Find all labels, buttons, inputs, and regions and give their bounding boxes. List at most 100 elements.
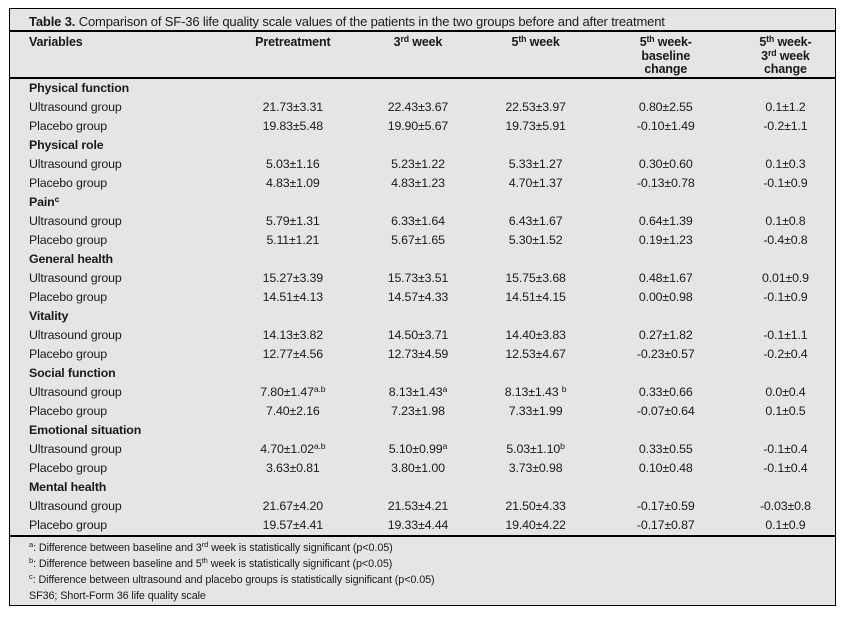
column-header-line: baseline: [641, 48, 691, 63]
value-cell: 0.1±0.9: [735, 515, 835, 537]
data-row: Placebo group 12.77±4.56 12.73±4.59 12.53±4…: [10, 345, 835, 364]
row-label: Ultrasound group: [29, 327, 122, 342]
value-cell: 0.33±0.66: [638, 384, 693, 399]
value-cell: 14.40±3.83: [505, 327, 566, 342]
sf36-comparison-table: Variables Pretreatment 3rd week 5th week 5th…: [10, 32, 835, 537]
value-cell: 6.33±1.64: [391, 213, 445, 228]
value-cell: 5.23±1.22: [391, 156, 445, 171]
value-cell: 0.80±2.55: [638, 99, 693, 114]
value-cell: 6.43±1.67: [508, 213, 563, 228]
value-cell: 0.0±0.4: [765, 384, 806, 399]
row-label: Ultrasound group: [29, 441, 122, 456]
data-row: Ultrasound group 21.67±4.20 21.53±4.21 21.5…: [10, 497, 835, 516]
value-cell: 0.19±1.23: [638, 232, 693, 247]
value-cell: 4.83±1.23: [391, 175, 445, 190]
table-title: Table 3. Comparison of SF-36 life qualit…: [10, 9, 835, 32]
value-cell: 0.00±0.98: [638, 289, 693, 304]
value-cell: -0.1±1.1: [763, 327, 808, 342]
data-row: Ultrasound group 7.80±1.47a.b 8.13±1.43a 8.…: [10, 383, 835, 402]
value-cell: 19.90±5.67: [387, 118, 449, 133]
value-cell: 8.13±1.43a: [388, 383, 448, 399]
value-cell: -0.1±0.4: [763, 460, 808, 475]
value-cell: 22.43±3.67: [387, 99, 449, 114]
data-row: Ultrasound group 21.73±3.31 22.43±3.67 22.5…: [10, 98, 835, 117]
column-header: Pretreatment: [225, 32, 361, 79]
row-label: Placebo group: [29, 346, 107, 361]
column-header: 5th week- 3rd week change: [735, 32, 835, 79]
value-cell: 15.75±3.68: [505, 270, 566, 285]
value-cell: 0.1±0.3: [765, 156, 806, 171]
value-cell: 5.03±1.10b: [506, 440, 565, 456]
column-header: 3rd week: [360, 32, 476, 79]
section-row: Social function: [10, 364, 835, 383]
value-cell: 12.53±4.67: [505, 346, 566, 361]
data-row: Placebo group 19.83±5.48 19.90±5.67 19.73±5…: [10, 117, 835, 136]
value-cell: 8.13±1.43 b: [504, 383, 567, 399]
value-cell: 0.30±0.60: [638, 156, 693, 171]
value-cell: 5.79±1.31: [265, 213, 320, 228]
value-cell: 4.83±1.09: [265, 175, 320, 190]
value-cell: 19.73±5.91: [505, 118, 566, 133]
section-label: Emotional situation: [29, 422, 142, 437]
footnote-line: a: Difference between baseline and 3rd w…: [29, 540, 393, 554]
row-label: Ultrasound group: [29, 270, 122, 285]
value-cell: 21.73±3.31: [262, 99, 324, 114]
column-header-line: change: [644, 62, 688, 76]
section-row: Vitality: [10, 307, 835, 326]
value-cell: -0.1±0.9: [763, 175, 808, 190]
footnote-line: b: Difference between baseline and 5th w…: [29, 556, 393, 570]
section-label: Physical role: [29, 137, 104, 152]
value-cell: 14.13±3.82: [262, 327, 324, 342]
data-row: Placebo group 5.11±1.21 5.67±1.65 5.30±1.52…: [10, 231, 835, 250]
data-row: Ultrasound group 15.27±3.39 15.73±3.51 15.7…: [10, 269, 835, 288]
data-row: Placebo group 7.40±2.16 7.23±1.98 7.33±1.99…: [10, 402, 835, 421]
value-cell: 5.11±1.21: [266, 232, 320, 247]
value-cell: 5.03±1.16: [265, 156, 320, 171]
data-row: Ultrasound group 14.13±3.82 14.50±3.71 14.4…: [10, 326, 835, 345]
section-label: Vitality: [29, 308, 69, 323]
section-row: Emotional situation: [10, 421, 835, 440]
row-label: Placebo group: [29, 289, 107, 304]
value-cell: 5.67±1.65: [391, 232, 445, 247]
value-cell: -0.23±0.57: [636, 346, 695, 361]
value-cell: -0.17±0.59: [636, 498, 695, 513]
value-cell: 15.73±3.51: [387, 270, 449, 285]
value-cell: 5.33±1.27: [508, 156, 563, 171]
value-cell: 7.33±1.99: [508, 403, 563, 418]
table-header: Variables Pretreatment 3rd week 5th week 5th…: [10, 32, 835, 79]
value-cell: 14.51±4.15: [505, 289, 566, 304]
column-header-line: Variables: [29, 35, 83, 49]
value-cell: 0.48±1.67: [638, 270, 693, 285]
value-cell: 3.80±1.00: [391, 460, 445, 475]
value-cell: 21.53±4.21: [387, 498, 449, 513]
value-cell: 7.40±2.16: [265, 403, 320, 418]
row-label: Ultrasound group: [29, 213, 122, 228]
section-label: Mental health: [29, 479, 107, 494]
value-cell: -0.03±0.8: [759, 498, 811, 513]
header-row: Variables Pretreatment 3rd week 5th week 5th…: [10, 32, 835, 79]
table3-frame: Table 3. Comparison of SF-36 life qualit…: [9, 8, 836, 606]
section-label: Painc: [29, 193, 60, 209]
section-row: Painc: [10, 193, 835, 212]
column-header-line: 3rd week: [761, 47, 810, 63]
column-header-line: Pretreatment: [255, 35, 331, 49]
value-cell: 5.10±0.99a: [388, 440, 448, 456]
value-cell: -0.10±1.49: [636, 118, 695, 133]
value-cell: -0.17±0.87: [595, 515, 736, 537]
column-header-line: 5th week: [511, 34, 560, 49]
value-cell: 19.33±4.44: [360, 515, 476, 537]
data-row: Placebo group 4.83±1.09 4.83±1.23 4.70±1.37…: [10, 174, 835, 193]
value-cell: 5.30±1.52: [508, 232, 563, 247]
value-cell: 0.1±1.2: [765, 99, 806, 114]
value-cell: -0.07±0.64: [636, 403, 695, 418]
section-row: Physical function: [10, 78, 835, 98]
data-row: Ultrasound group 5.03±1.16 5.23±1.22 5.33±1…: [10, 155, 835, 174]
value-cell: 19.83±5.48: [262, 118, 324, 133]
value-cell: -0.1±0.4: [763, 441, 808, 456]
column-header-line: 3rd week: [393, 34, 443, 49]
value-cell: 0.1±0.8: [765, 213, 806, 228]
table-caption: Comparison of SF-36 life quality scale v…: [75, 14, 665, 29]
value-cell: 0.33±0.55: [638, 441, 693, 456]
table-number: Table 3.: [29, 14, 76, 29]
